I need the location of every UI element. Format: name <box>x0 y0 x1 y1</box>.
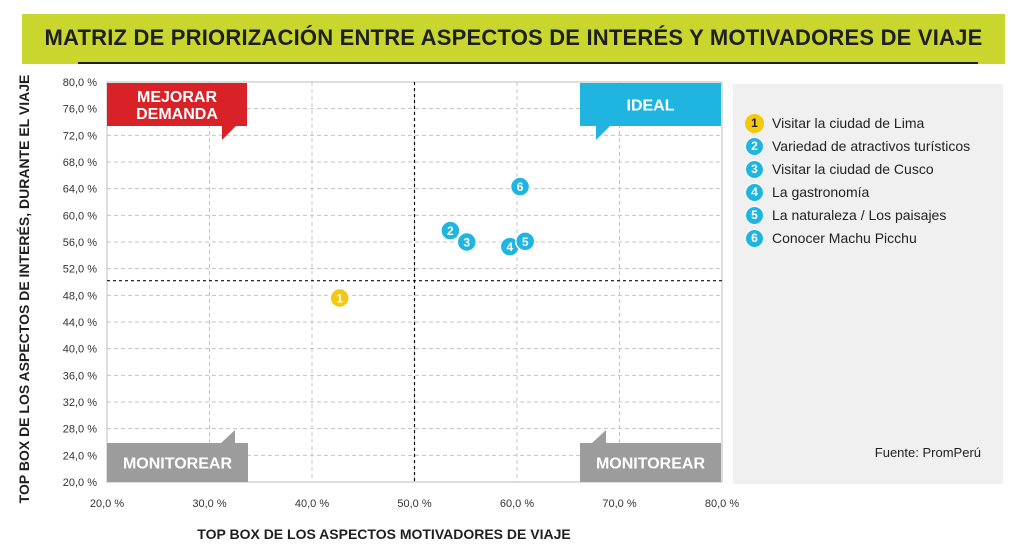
legend-number-badge: 5 <box>745 205 764 225</box>
y-tick-label: 36,0 % <box>63 370 97 382</box>
legend-label: Conocer Machu Picchu <box>772 230 917 246</box>
legend-number-badge: 2 <box>745 136 764 156</box>
legend-item: 2 Variedad de atractivos turísticos <box>745 136 970 156</box>
x-tick-label: 30,0 % <box>192 498 226 510</box>
legend-number-badge: 3 <box>745 159 764 179</box>
y-tick-label: 20,0 % <box>63 477 97 489</box>
quadrant-label-mejorar-text: DEMANDA <box>136 106 218 123</box>
data-point-label: 4 <box>506 240 513 254</box>
quadrant-label-ideal: IDEAL <box>580 83 721 140</box>
title-underline <box>78 62 978 64</box>
y-tick-label: 48,0 % <box>63 290 97 302</box>
legend-label: La naturaleza / Los paisajes <box>772 207 947 223</box>
y-tick-label: 44,0 % <box>63 317 97 329</box>
y-tick-label: 60,0 % <box>63 210 97 222</box>
legend-item: 1 Visitar la ciudad de Lima <box>745 113 924 133</box>
y-tick-label: 56,0 % <box>63 237 97 249</box>
legend-number-badge: 4 <box>745 182 764 202</box>
y-tick-label: 68,0 % <box>63 157 97 169</box>
quadrant-label-monitorear-right-box <box>580 443 721 482</box>
data-point-label: 6 <box>517 180 524 194</box>
data-point-label: 5 <box>522 235 529 249</box>
y-tick-label: 52,0 % <box>63 264 97 276</box>
y-tick-label: 72,0 % <box>63 130 97 142</box>
y-tick-label: 80,0 % <box>63 77 97 89</box>
x-axis-label: TOP BOX DE LOS ASPECTOS MOTIVADORES DE V… <box>197 526 571 542</box>
data-point-marker <box>440 220 461 241</box>
quadrant-label-ideal-text: IDEAL <box>627 98 675 115</box>
data-point-marker <box>509 176 531 197</box>
data-point-label: 2 <box>447 224 454 238</box>
title-bar: MATRIZ DE PRIORIZACIÓN ENTRE ASPECTOS DE… <box>22 14 1005 64</box>
quadrant-label-monitorear-right: MONITOREAR <box>580 430 721 482</box>
y-tick-label: 40,0 % <box>63 344 97 356</box>
source-note: Fuente: PromPerú <box>874 445 981 460</box>
quadrant-label-mejorar-text: MEJORAR <box>137 89 217 106</box>
y-tick-label: 32,0 % <box>63 397 97 409</box>
quadrant-label-monitorear-right-tail <box>592 430 606 443</box>
legend-label: Variedad de atractivos turísticos <box>772 138 971 154</box>
quadrant-label-ideal-tail <box>596 126 610 140</box>
x-tick-label: 60,0 % <box>500 498 534 510</box>
legend-number-badge: 6 <box>745 228 764 248</box>
data-point-marker <box>514 231 536 252</box>
x-tick-label: 20,0 % <box>90 498 124 510</box>
x-tick-label: 50,0 % <box>397 498 431 510</box>
legend-label: La gastronomía <box>772 184 870 200</box>
data-point-3: 3 <box>456 231 478 253</box>
x-tick-label: 80,0 % <box>705 498 739 510</box>
legend-item: 5 La naturaleza / Los paisajes <box>745 205 946 225</box>
quadrant-label-monitorear-left-tail <box>221 430 235 443</box>
legend-item: 4 La gastronomía <box>745 182 869 202</box>
quadrant-label-monitorear-left-box <box>107 443 248 482</box>
legend-label: Visitar la ciudad de Cusco <box>772 161 934 177</box>
quadrant-label-monitorear-left: MONITOREAR <box>107 430 248 482</box>
data-point-6: 6 <box>509 176 531 197</box>
chart-title: MATRIZ DE PRIORIZACIÓN ENTRE ASPECTOS DE… <box>44 25 983 50</box>
legend-number-badge: 1 <box>745 113 764 133</box>
legend-item: 6 Conocer Machu Picchu <box>745 228 917 248</box>
y-tick-label: 28,0 % <box>63 424 97 436</box>
data-point-1: 1 <box>329 287 350 309</box>
quadrant-label-monitorear-right-text: MONITOREAR <box>596 456 705 473</box>
data-point-marker <box>329 287 350 309</box>
data-point-label: 1 <box>336 292 343 306</box>
y-tick-label: 76,0 % <box>63 104 97 116</box>
data-point-5: 5 <box>514 231 536 252</box>
legend-panel: 1 Visitar la ciudad de Lima 2 Variedad de a… <box>733 84 1003 484</box>
data-point-marker <box>456 231 478 253</box>
legend-label: Visitar la ciudad de Lima <box>772 115 925 131</box>
y-tick-label: 24,0 % <box>63 450 97 462</box>
y-tick-label: 64,0 % <box>63 184 97 196</box>
quadrant-label-ideal-box <box>580 83 721 126</box>
data-point-label: 3 <box>463 236 470 250</box>
legend-item: 3 Visitar la ciudad de Cusco <box>745 159 934 179</box>
data-point-2: 2 <box>440 220 461 241</box>
quadrant-label-mejorar-box <box>107 83 247 126</box>
quadrant-label-mejorar-tail <box>222 126 236 140</box>
x-tick-label: 70,0 % <box>602 498 636 510</box>
quadrant-label-monitorear-left-text: MONITOREAR <box>123 456 232 473</box>
x-tick-label: 40,0 % <box>295 498 329 510</box>
